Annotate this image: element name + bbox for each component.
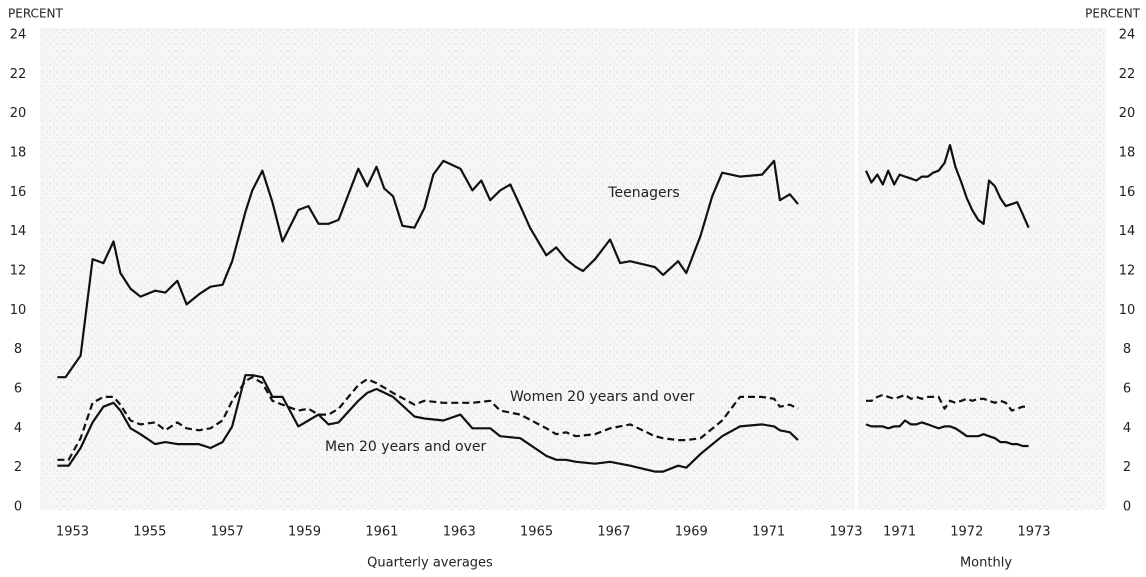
x-tick-label: 1965 [520,525,553,540]
series-line [864,144,1030,229]
x-tick-label: 1959 [288,525,321,540]
x-tick-label: 1971 [883,525,916,540]
y-tick-label: 6 [14,382,22,397]
y-tick-label: 18 [10,146,27,161]
y-tick-label: 4 [14,421,22,436]
series-line [57,374,799,473]
x-tick-label: 1967 [597,525,630,540]
y-tick-label: 22 [10,67,27,82]
panel-background [40,28,855,510]
x-tick-label: 1973 [1017,525,1050,540]
y-tick-label: 8 [1123,342,1131,357]
x-tick-label: 1963 [443,525,476,540]
x-tick-label: 1955 [133,525,166,540]
y-tick-label: 2 [14,460,22,475]
x-tick-label: 1961 [365,525,398,540]
x-axis-label: Monthly [960,556,1012,571]
y-tick-label: 10 [10,303,27,318]
y-tick-label: 24 [10,28,27,43]
series-line [866,393,1029,412]
x-axis-label: Quarterly averages [367,556,493,571]
y-tick-label: 0 [1123,500,1131,515]
series-line [57,376,799,461]
series-label: Teenagers [607,185,679,201]
y-tick-label: 6 [1123,382,1131,397]
y-tick-label: 16 [1119,185,1136,200]
y-tick-label: 12 [1119,264,1136,279]
series-line [865,419,1029,448]
x-tick-label: 1953 [56,525,89,540]
series-line [57,159,799,379]
y-tick-label: 16 [10,185,27,200]
y-tick-label: 18 [1119,146,1136,161]
y-tick-label: 0 [14,500,22,515]
y-tick-label: 14 [10,224,27,239]
x-tick-label: 1969 [675,525,708,540]
y-tick-label: 2 [1123,460,1131,475]
x-tick-label: 1971 [752,525,785,540]
series-label: Women 20 years and over [510,389,695,405]
y-tick-label: 14 [1119,224,1136,239]
x-tick-label: 1972 [950,525,983,540]
x-tick-label: 1973 [829,525,862,540]
x-tick-label: 1957 [211,525,244,540]
y-tick-label: 12 [10,264,27,279]
y-axis-label: PERCENT [1085,7,1140,21]
series-label: Men 20 years and over [325,439,487,455]
y-tick-label: 10 [1119,303,1136,318]
y-tick-label: 22 [1119,67,1136,82]
panel-background [858,28,1106,510]
y-tick-label: 20 [10,106,27,121]
y-tick-label: 24 [1119,28,1136,43]
y-tick-label: 8 [14,342,22,357]
y-tick-label: 4 [1123,421,1131,436]
y-axis-label: PERCENT [8,7,63,21]
y-tick-label: 20 [1119,106,1136,121]
